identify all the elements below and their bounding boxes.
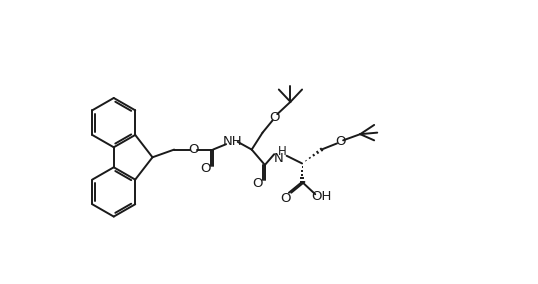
Text: O: O xyxy=(335,135,345,148)
Text: O: O xyxy=(188,143,199,156)
Text: H: H xyxy=(278,145,286,158)
Text: NH: NH xyxy=(223,135,242,148)
Text: O: O xyxy=(200,162,210,175)
Text: N: N xyxy=(274,152,284,164)
Text: O: O xyxy=(280,192,291,204)
Text: O: O xyxy=(270,111,280,124)
Text: O: O xyxy=(252,177,263,190)
Text: OH: OH xyxy=(312,190,331,203)
